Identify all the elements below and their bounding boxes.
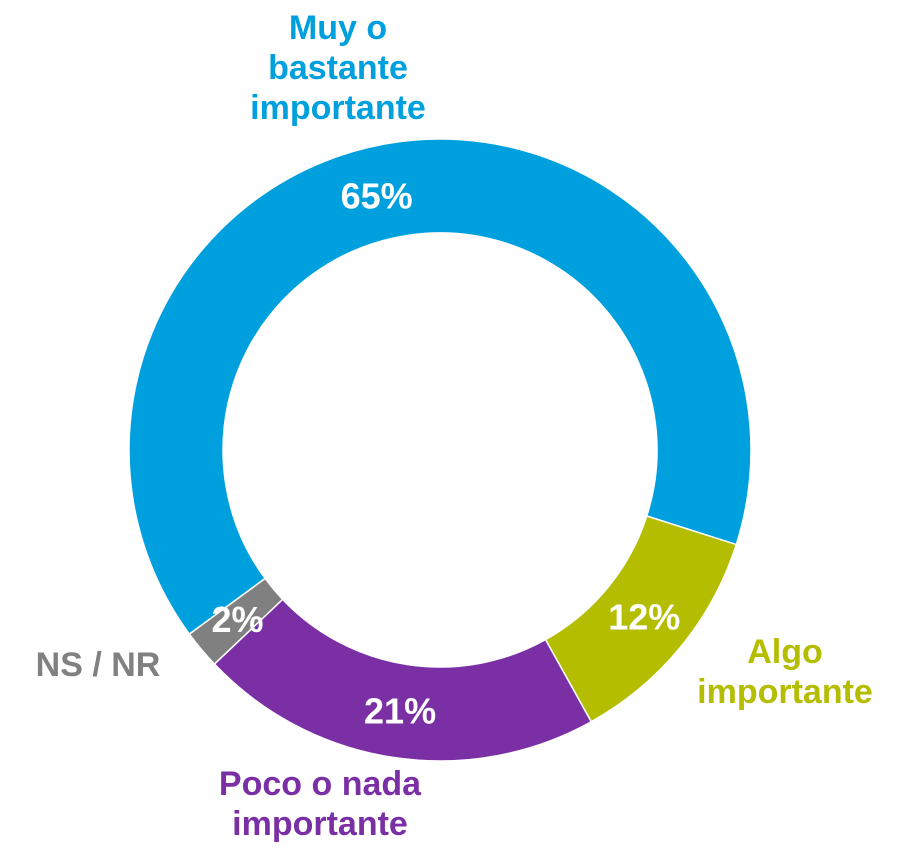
donut-slice — [188, 577, 284, 666]
value-label: 2% — [211, 599, 263, 640]
value-label: 65% — [341, 175, 413, 216]
category-label: NS / NR — [35, 646, 161, 684]
category-label: Muy o bastante importante — [250, 9, 426, 127]
category-label: Poco o nada importante — [218, 765, 422, 843]
category-label: Algo importante — [697, 633, 873, 711]
donut-slice — [128, 138, 752, 636]
donut-slice — [213, 598, 593, 762]
value-label: 12% — [608, 597, 680, 638]
value-label: 21% — [364, 690, 436, 731]
